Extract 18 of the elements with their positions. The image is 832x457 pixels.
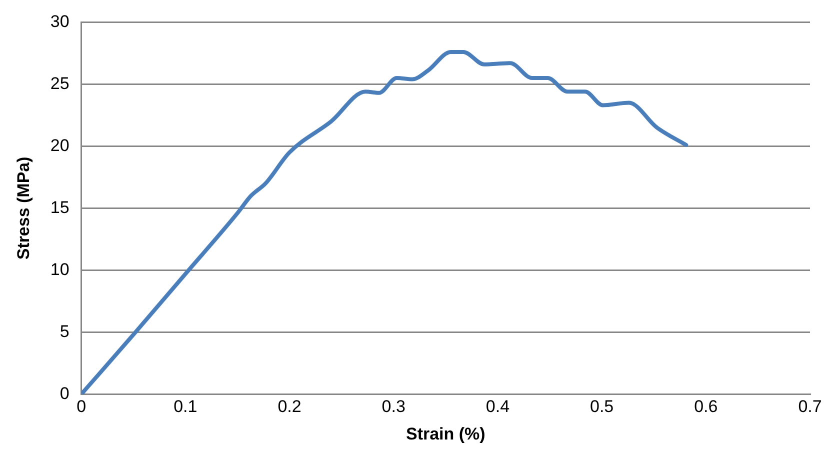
- x-tick-label: 0.3: [382, 397, 406, 416]
- x-tick-label: 0.4: [486, 397, 510, 416]
- x-tick-label: 0: [76, 397, 86, 416]
- x-tick-label: 0.2: [278, 397, 302, 416]
- y-tick-label: 0: [60, 384, 70, 403]
- x-axis-title: Strain (%): [406, 424, 486, 444]
- y-tick-label: 30: [50, 12, 70, 31]
- y-tick-label: 15: [50, 198, 70, 217]
- y-tick-label: 10: [50, 260, 70, 279]
- x-tick-label: 0.5: [590, 397, 614, 416]
- x-tick-label: 0.7: [798, 397, 822, 416]
- x-tick-label: 0.1: [174, 397, 198, 416]
- line-series: [81, 50, 688, 394]
- y-tick-label: 25: [50, 74, 70, 93]
- y-tick-label: 20: [50, 136, 70, 155]
- y-tick-label: 5: [60, 322, 70, 341]
- y-axis-title: Stress (MPa): [14, 156, 33, 260]
- x-tick-label: 0.6: [694, 397, 718, 416]
